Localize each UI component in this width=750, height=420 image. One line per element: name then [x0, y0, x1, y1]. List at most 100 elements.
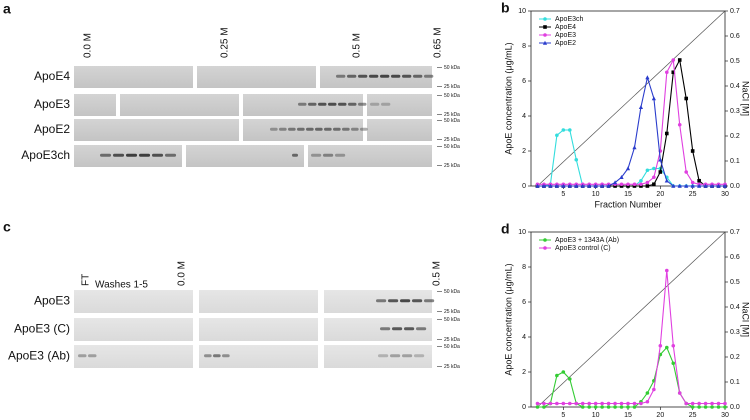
data-point — [677, 58, 682, 62]
membrane-strip — [120, 94, 239, 116]
data-point — [703, 405, 708, 409]
band — [402, 354, 413, 358]
data-point — [619, 175, 624, 180]
legend-label: ApoE2 — [555, 40, 576, 47]
band — [392, 327, 403, 331]
y2-tick-label: 0.7 — [730, 8, 740, 15]
data-point — [639, 178, 643, 183]
y-axis-title: ApoE concentration (μg/mL) — [503, 42, 513, 154]
size-marker: 50 kDa — [444, 65, 460, 71]
band — [400, 299, 411, 303]
legend-label: ApoE4 — [555, 24, 576, 31]
data-point — [580, 405, 585, 409]
band — [324, 127, 332, 131]
band — [358, 74, 368, 78]
band — [404, 327, 415, 331]
data-point — [555, 373, 559, 378]
band — [381, 102, 391, 106]
data-point — [664, 178, 669, 183]
data-point — [677, 122, 682, 127]
data-point — [652, 182, 656, 187]
y2-tick-label: 0.6 — [730, 33, 740, 40]
band — [402, 74, 412, 78]
band — [311, 153, 322, 157]
series-line — [537, 346, 725, 408]
data-point — [574, 183, 579, 188]
band — [414, 354, 425, 358]
data-point — [684, 170, 688, 174]
x-tick-label: 30 — [721, 412, 729, 419]
column-label: 0.5 M — [432, 261, 443, 286]
data-point — [690, 149, 695, 153]
size-marker: 50 kDa — [444, 93, 460, 99]
size-marker: 25 kDa — [444, 364, 460, 370]
y2-tick-label: 0.5 — [730, 279, 740, 286]
band — [292, 153, 298, 157]
data-point — [561, 128, 566, 132]
membrane-strip — [197, 66, 316, 88]
data-point — [619, 182, 624, 187]
size-marker: 25 kDa — [444, 84, 460, 90]
membrane-strip — [186, 145, 304, 167]
y2-tick-label: 0.0 — [730, 404, 740, 411]
row-label: ApoE2 — [34, 122, 70, 136]
y-tick-label: 6 — [522, 78, 526, 85]
data-point — [710, 401, 714, 406]
band — [338, 102, 347, 106]
size-marker: 25 kDa — [444, 112, 460, 118]
data-point — [671, 361, 676, 366]
row-label: ApoE3 — [34, 97, 70, 111]
band — [351, 127, 359, 131]
data-point — [723, 401, 727, 406]
data-point — [697, 178, 701, 183]
data-point — [645, 75, 650, 80]
band — [413, 74, 423, 78]
membrane-strip — [324, 318, 432, 341]
band — [279, 127, 287, 131]
x-tick-label: 30 — [721, 191, 729, 198]
y-tick-label: 4 — [522, 113, 526, 120]
x-tick-label: 25 — [689, 412, 697, 419]
x-tick-label: 15 — [624, 412, 632, 419]
band — [369, 74, 379, 78]
data-point — [542, 405, 546, 409]
membrane-strip — [324, 345, 432, 368]
band — [328, 102, 337, 106]
membrane-strip — [74, 318, 193, 341]
data-point — [554, 183, 559, 188]
size-marker: 50 kDa — [444, 317, 460, 323]
plot-frame — [530, 231, 726, 408]
data-point — [645, 168, 650, 173]
band — [298, 102, 307, 106]
band — [222, 354, 230, 358]
data-point — [639, 401, 643, 406]
band — [348, 102, 357, 106]
data-point — [580, 183, 585, 188]
data-point — [723, 405, 727, 409]
legend-label: ApoE3ch — [555, 16, 584, 23]
data-point — [600, 405, 604, 409]
membrane-strip — [367, 94, 432, 116]
salt-gradient — [537, 231, 726, 408]
column-label: Washes 1-5 — [95, 280, 148, 291]
band — [424, 74, 434, 78]
data-point — [703, 183, 708, 188]
y-axis-title: ApoE concentration (μg/mL) — [503, 263, 513, 375]
membrane-strip — [74, 290, 193, 313]
band — [152, 153, 164, 157]
y2-tick-label: 0.4 — [730, 304, 740, 311]
data-point — [543, 238, 547, 242]
y-tick-label: 4 — [522, 334, 526, 341]
salt-gradient — [537, 10, 726, 187]
membrane-strip — [199, 290, 318, 313]
y-tick-label: 8 — [522, 264, 526, 271]
series-line — [537, 270, 725, 405]
y2-tick-label: 0.6 — [730, 254, 740, 261]
data-point — [697, 401, 701, 406]
band — [388, 299, 399, 303]
y2-tick-label: 0.1 — [730, 158, 740, 165]
data-point — [652, 175, 656, 180]
x-tick-label: 15 — [624, 191, 632, 198]
membrane-strip — [74, 345, 193, 368]
size-marker: 50 kDa — [444, 344, 460, 350]
